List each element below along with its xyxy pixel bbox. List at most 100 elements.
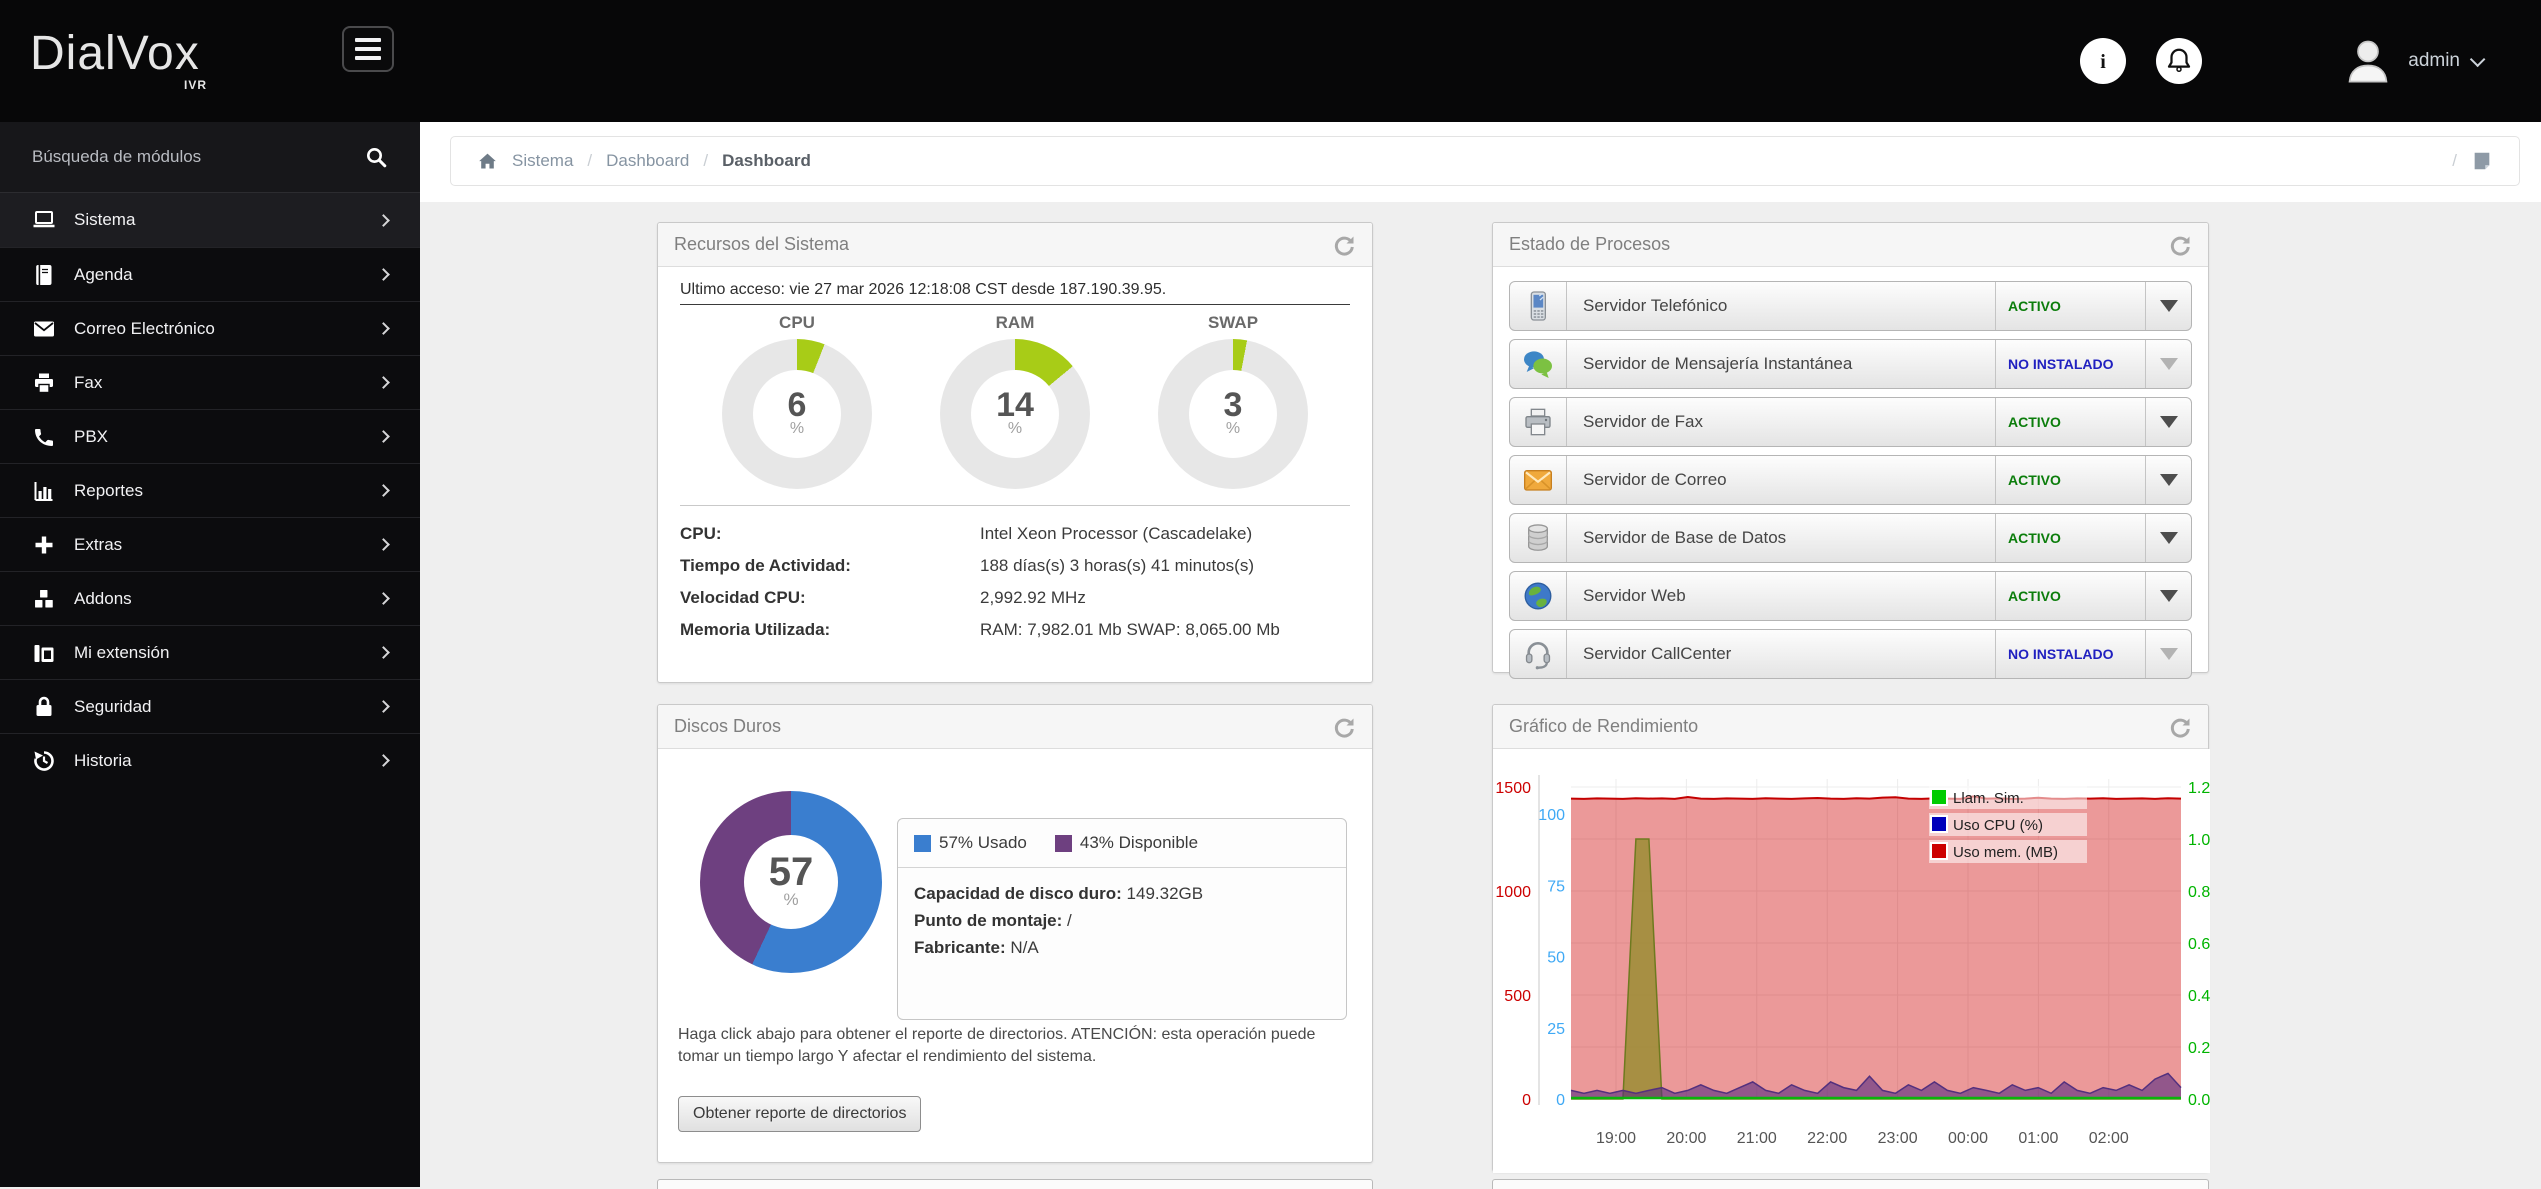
triangle-down-icon xyxy=(2159,300,2178,312)
legend-label: 57% Usado xyxy=(939,833,1027,852)
globe-icon xyxy=(1510,572,1567,620)
panel-discos-duros: Discos Duros 57 % 57% Usado 43% Disponib… xyxy=(657,704,1373,1163)
note-icon[interactable] xyxy=(2471,150,2493,172)
panel-title: Gráfico de Rendimiento xyxy=(1509,716,1699,736)
database-icon xyxy=(1510,514,1567,562)
chevron-right-icon xyxy=(377,754,390,767)
sidebar-item-reportes[interactable]: Reportes xyxy=(0,463,420,517)
svg-text:21:00: 21:00 xyxy=(1737,1130,1777,1147)
user-avatar[interactable] xyxy=(2342,35,2394,87)
search-input[interactable] xyxy=(32,147,354,167)
svg-text:01:00: 01:00 xyxy=(2018,1130,2058,1147)
svg-text:0: 0 xyxy=(1556,1092,1565,1109)
svg-text:0: 0 xyxy=(1522,1092,1531,1109)
sidebar-item-agenda[interactable]: Agenda xyxy=(0,247,420,301)
gauge-donut: 14 % xyxy=(940,339,1090,489)
svg-text:19:00: 19:00 xyxy=(1596,1130,1636,1147)
gauge-donut: 6 % xyxy=(722,339,872,489)
svg-text:75: 75 xyxy=(1547,878,1565,895)
process-list: Servidor Telefónico ACTIVO Servidor de M… xyxy=(1493,267,2208,701)
process-row: Servidor Web ACTIVO xyxy=(1509,571,2192,621)
process-actions-dropdown[interactable] xyxy=(2145,456,2191,504)
process-actions-dropdown[interactable] xyxy=(2145,514,2191,562)
disk-usage-unit: % xyxy=(783,890,799,909)
lock-icon xyxy=(32,695,56,719)
sidebar-menu: Sistema Agenda Correo Electrónico Fax PB… xyxy=(0,193,420,787)
svg-text:500: 500 xyxy=(1504,988,1531,1005)
gauge-unit: % xyxy=(789,420,805,437)
info-row: CPU: Intel Xeon Processor (Cascadelake) xyxy=(680,518,1350,550)
process-status-badge: NO INSTALADO xyxy=(1995,630,2145,678)
process-row: Servidor CallCenter NO INSTALADO xyxy=(1509,629,2192,679)
panel-title: Estado de Procesos xyxy=(1509,234,1671,254)
next-panel-stub xyxy=(1492,1179,2209,1189)
sidebar-item-pbx[interactable]: PBX xyxy=(0,409,420,463)
triangle-down-icon xyxy=(2159,590,2178,602)
sidebar-item-addons[interactable]: Addons xyxy=(0,571,420,625)
user-menu[interactable]: admin xyxy=(2408,50,2460,71)
info-value: 188 días(s) 3 horas(s) 41 minutos(s) xyxy=(980,556,1254,575)
info-button[interactable]: i xyxy=(2080,38,2127,84)
sidebar-item-seguridad[interactable]: Seguridad xyxy=(0,679,420,733)
refresh-icon[interactable] xyxy=(1332,715,1356,739)
breadcrumb-item-sistema[interactable]: Sistema xyxy=(512,151,574,170)
top-right-controls: i admin xyxy=(2080,0,2541,122)
sidebar-item-mi-extensión[interactable]: Mi extensión xyxy=(0,625,420,679)
mobile-phone-icon xyxy=(1510,282,1567,330)
panel-estado-de-procesos: Estado de Procesos Servidor Telefónico A… xyxy=(1492,222,2209,679)
process-actions-dropdown[interactable] xyxy=(2145,282,2191,330)
bell-icon xyxy=(2168,48,2191,73)
cubes-icon xyxy=(32,587,56,611)
refresh-icon[interactable] xyxy=(2168,715,2192,739)
module-search[interactable] xyxy=(0,122,420,193)
disk-usage-donut: 57 % xyxy=(700,791,882,973)
process-actions-dropdown[interactable] xyxy=(2145,572,2191,620)
chevron-right-icon xyxy=(377,268,390,281)
gauge-donut: 3 % xyxy=(1158,339,1308,489)
sidebar-item-fax[interactable]: Fax xyxy=(0,355,420,409)
process-actions-dropdown[interactable] xyxy=(2145,630,2191,678)
refresh-icon[interactable] xyxy=(2168,233,2192,257)
svg-text:25: 25 xyxy=(1547,1021,1565,1038)
home-icon[interactable] xyxy=(477,151,498,172)
process-row: Servidor de Correo ACTIVO xyxy=(1509,455,2192,505)
sidebar-item-sistema[interactable]: Sistema xyxy=(0,193,420,247)
plus-icon xyxy=(32,533,56,557)
triangle-down-icon xyxy=(2159,474,2178,486)
chevron-right-icon xyxy=(377,700,390,713)
breadcrumb: Sistema / Dashboard / Dashboard / xyxy=(450,136,2520,186)
last-access-text: Ultimo acceso: vie 27 mar 2026 12:18:08 … xyxy=(680,281,1350,305)
chat-bubbles-icon xyxy=(1510,340,1567,388)
chevron-down-icon[interactable] xyxy=(2469,51,2486,67)
notifications-button[interactable] xyxy=(2156,38,2203,84)
refresh-icon[interactable] xyxy=(1332,233,1356,257)
chevron-right-icon xyxy=(377,430,390,443)
sidebar: Sistema Agenda Correo Electrónico Fax PB… xyxy=(0,122,420,1187)
process-actions-dropdown[interactable] xyxy=(2145,340,2191,388)
breadcrumb-item-dashboard[interactable]: Dashboard xyxy=(606,151,690,170)
svg-text:1000: 1000 xyxy=(1495,884,1531,901)
sidebar-item-label: Fax xyxy=(74,372,103,392)
gauge: SWAP 3 % xyxy=(1153,313,1313,489)
get-directory-report-button[interactable]: Obtener reporte de directorios xyxy=(678,1096,922,1132)
sidebar-item-historia[interactable]: Historia xyxy=(0,733,420,787)
legend-color-swatch xyxy=(1054,834,1072,852)
process-name: Servidor de Correo xyxy=(1583,470,1727,489)
bar-chart-icon xyxy=(32,479,56,503)
chevron-right-icon xyxy=(377,322,390,335)
svg-text:0.8: 0.8 xyxy=(2188,884,2210,901)
main-content: Sistema / Dashboard / Dashboard / Recurs… xyxy=(420,122,2541,1189)
sidebar-item-correo-electrónico[interactable]: Correo Electrónico xyxy=(0,301,420,355)
sidebar-item-label: Reportes xyxy=(74,480,143,500)
process-status-badge: ACTIVO xyxy=(1995,572,2145,620)
svg-text:1.0: 1.0 xyxy=(2188,832,2210,849)
svg-text:02:00: 02:00 xyxy=(2089,1130,2129,1147)
svg-text:i: i xyxy=(2100,51,2106,73)
sidebar-item-extras[interactable]: Extras xyxy=(0,517,420,571)
sidebar-toggle-button[interactable] xyxy=(342,26,394,72)
svg-text:Uso CPU (%): Uso CPU (%) xyxy=(1953,817,2043,834)
process-actions-dropdown[interactable] xyxy=(2145,398,2191,446)
search-icon[interactable] xyxy=(364,145,388,169)
next-panel-stub xyxy=(657,1179,1373,1189)
gauge-label: SWAP xyxy=(1207,313,1259,332)
